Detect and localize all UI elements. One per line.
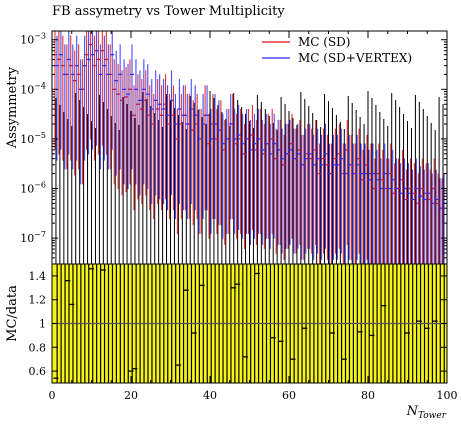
ratio-y-axis-label: MC/data xyxy=(5,285,20,342)
x-tick-label: 0 xyxy=(49,389,56,402)
y-tick-label: 10−7 xyxy=(20,230,46,245)
ratio-y-tick-label: 0.6 xyxy=(29,365,47,378)
chart-title: FB assymetry vs Tower Multiplicity xyxy=(52,4,285,19)
x-tick-label: 40 xyxy=(203,389,217,402)
x-axis-label: NTower xyxy=(406,404,447,421)
y-axis-label: Assymmetry xyxy=(5,66,20,149)
y-tick-label: 10−3 xyxy=(20,32,46,47)
x-tick-label: 80 xyxy=(361,389,375,402)
x-tick-label: 100 xyxy=(437,389,458,402)
y-tick-label: 10−6 xyxy=(20,180,46,195)
y-tick-label: 10−4 xyxy=(20,81,46,96)
ratio-y-tick-label: 1.2 xyxy=(29,294,47,307)
ratio-y-tick-label: 1.4 xyxy=(29,270,47,283)
x-tick-label: 20 xyxy=(124,389,138,402)
ratio-y-tick-label: 1 xyxy=(39,318,46,331)
x-tick-label: 60 xyxy=(282,389,296,402)
legend-label: MC (SD+VERTEX) xyxy=(298,51,412,65)
legend-label: MC (SD) xyxy=(298,35,351,49)
ratio-y-tick-label: 0.8 xyxy=(29,341,47,354)
y-tick-label: 10−5 xyxy=(20,131,46,146)
